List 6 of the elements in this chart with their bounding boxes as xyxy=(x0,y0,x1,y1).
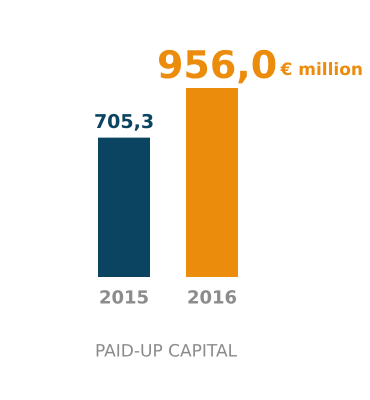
data-label: 705,3 xyxy=(94,111,154,134)
x-tick-label: 2016 xyxy=(186,288,238,308)
text: PAID-UP CAPITAL xyxy=(95,342,238,362)
data-label: 956,0 xyxy=(156,43,278,87)
x-tick-label: 2015 xyxy=(98,288,150,308)
text: € million xyxy=(279,60,364,80)
